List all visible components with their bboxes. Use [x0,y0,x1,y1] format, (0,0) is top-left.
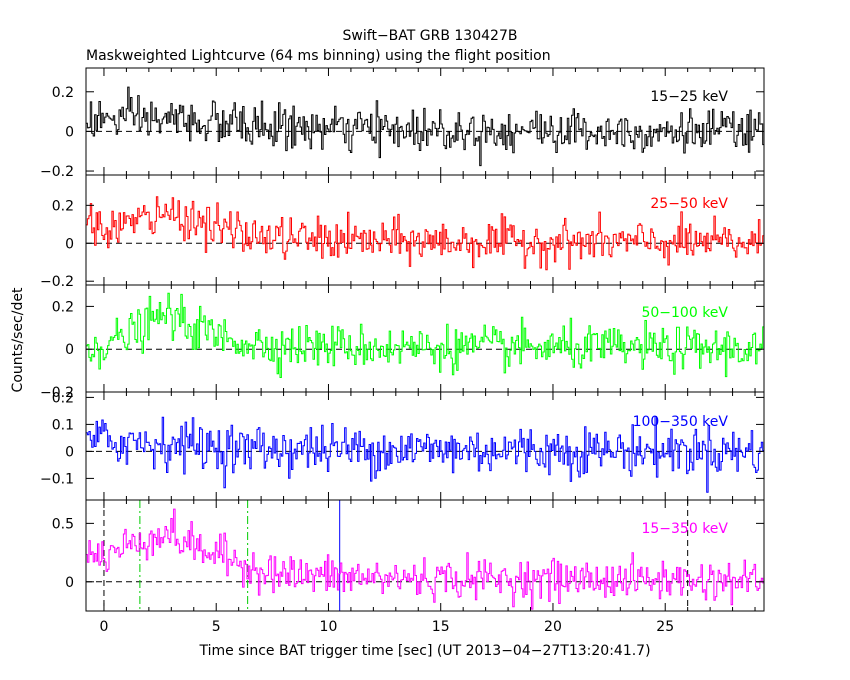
band-label: 25−50 keV [650,196,728,212]
x-tick-label: 20 [544,619,562,635]
y-tick-label: 0 [65,236,74,252]
y-tick-label: 0.1 [52,417,74,433]
y-tick-label: 0.2 [52,198,74,214]
panel-5: 0 0.5 15−350 keV [52,499,765,612]
y-tick-label: 0 [65,444,74,460]
lightcurve-series [86,508,764,610]
lightcurve-series [86,86,764,167]
lightcurve-series [86,416,764,493]
lightcurve-series [86,196,764,271]
chart-subtitle: Maskweighted Lightcurve (64 ms binning) … [86,48,551,64]
y-tick-label: −0.1 [40,471,74,487]
x-tick-label: 0 [99,619,108,635]
panel-3: −0.2 0 0.2 50−100 keV [40,284,765,401]
band-label: 15−350 keV [641,521,728,537]
y-axis-label: Counts/sec/det [10,287,26,392]
x-tick-label: 25 [656,619,674,635]
y-tick-label: 0 [65,575,74,591]
y-tick-label: 0 [65,124,74,140]
panel-frame [85,499,765,612]
y-tick-label: 0 [65,342,74,358]
y-tick-label: −0.2 [40,164,74,180]
y-tick-label: 0.2 [52,85,74,101]
lightcurve-series [86,292,764,378]
x-tick-label: 10 [320,619,338,635]
y-tick-label: 0.5 [52,516,74,532]
y-tick-label: 0.2 [52,299,74,315]
chart-title: Swift−BAT GRB 130427B [343,28,518,44]
panel-2: −0.2 0 0.2 25−50 keV [40,174,765,290]
panel-1: −0.2 0 0.2 15−25 keV [40,67,765,180]
x-tick-label: 15 [432,619,450,635]
panels-group: −0.200.2 15−25 keV−0.200.2 25−50 keV−0.200… [40,67,765,635]
y-tick-label: −0.2 [40,274,74,290]
band-label: 15−25 keV [650,89,728,105]
panel-4: −0.1 0 0.1 0.2 100−350 keV [40,390,765,501]
x-tick-label: 5 [212,619,221,635]
band-label: 50−100 keV [641,305,728,321]
y-tick-label: −0.2 [40,385,74,401]
band-label: 100−350 keV [633,414,729,430]
x-axis-label: Time since BAT trigger time [sec] (UT 20… [198,643,650,659]
y-tick-label: 0.2 [52,390,74,406]
